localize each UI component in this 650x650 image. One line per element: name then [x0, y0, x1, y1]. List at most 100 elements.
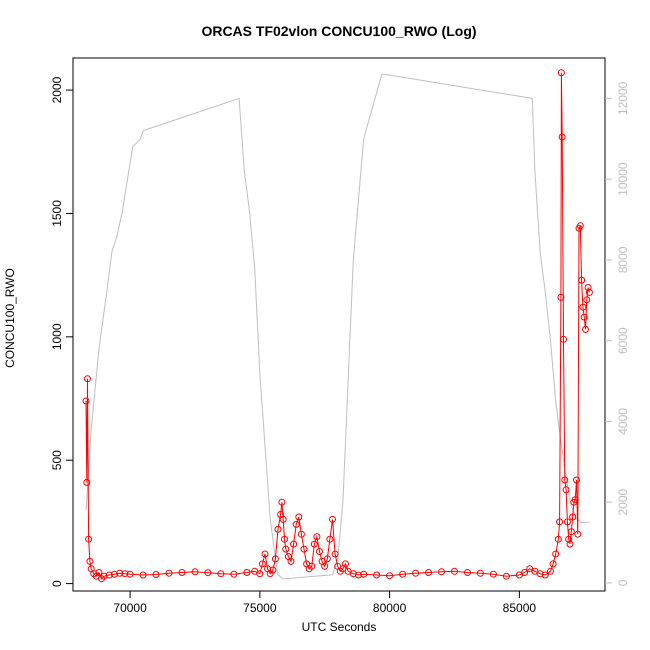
- concentration-point: [217, 570, 225, 578]
- concentration-point: [342, 560, 349, 568]
- y-right-tick-label: 0: [616, 579, 630, 586]
- concentration-point: [571, 496, 579, 504]
- concentration-point: [566, 540, 574, 548]
- concentration-point: [116, 569, 124, 577]
- concentration-point: [560, 335, 567, 343]
- y-right-tick-label: 4000: [616, 408, 630, 435]
- y-left-tick-label: 0: [50, 580, 64, 587]
- concentration-point: [126, 570, 134, 578]
- concentration-point: [323, 555, 331, 563]
- concentration-point: [121, 570, 129, 578]
- concentration-point: [279, 515, 287, 523]
- concentration-point: [565, 535, 573, 543]
- concentration-point: [585, 288, 593, 296]
- concentration-point: [85, 535, 93, 543]
- concentration-point: [243, 569, 251, 576]
- concentration-point: [569, 513, 577, 521]
- concentration-point: [282, 545, 290, 553]
- concentration-point: [556, 518, 564, 526]
- concentration-point: [580, 313, 588, 321]
- concentration-point: [582, 325, 589, 333]
- altitude-line: [85, 73, 590, 580]
- concentration-point: [557, 293, 565, 301]
- concentration-point: [326, 535, 334, 543]
- concentration-point: [258, 560, 266, 568]
- x-axis-label: UTC Seconds: [302, 620, 377, 634]
- concentration-point: [386, 572, 394, 580]
- concentration-series: [82, 69, 593, 583]
- concentration-point: [86, 557, 94, 565]
- axes: 70000 75000 80000 85000 0 500 1000 1500 2000 0 200…: [50, 76, 630, 615]
- concentration-point: [316, 548, 323, 555]
- concentration-point: [329, 515, 336, 523]
- concentration-point: [562, 486, 570, 494]
- concentration-point: [561, 476, 569, 484]
- concentration-point: [297, 530, 305, 538]
- concentration-point: [349, 570, 357, 578]
- concentration-point: [399, 570, 407, 578]
- concentration-point: [178, 569, 186, 576]
- y-right-tick-label: 12000: [616, 81, 630, 115]
- y-right-tick-label: 10000: [616, 162, 630, 196]
- concentration-point: [292, 520, 300, 528]
- concentration-point: [554, 535, 562, 543]
- y-left-tick-label: 500: [50, 450, 64, 470]
- concentration-point: [261, 550, 269, 558]
- concentration-point: [583, 296, 591, 304]
- concentration-point: [308, 562, 316, 570]
- concentration-point: [281, 535, 288, 543]
- concentration-point: [541, 571, 549, 579]
- concentration-point: [152, 571, 160, 578]
- concentration-point: [295, 513, 303, 521]
- concentration-point: [165, 569, 173, 577]
- concentration-point: [567, 528, 575, 536]
- concentration-line: [85, 72, 590, 580]
- concentration-point: [269, 566, 277, 574]
- concentration-point: [331, 550, 339, 558]
- concentration-point: [313, 533, 321, 541]
- concentration-point: [310, 540, 318, 548]
- concentration-point: [558, 133, 566, 141]
- concentration-point: [321, 562, 329, 570]
- concentration-point: [547, 567, 554, 575]
- concentration-point: [83, 478, 91, 486]
- concentration-point: [287, 557, 295, 565]
- plot-frame: [72, 57, 606, 592]
- concentration-point: [111, 570, 118, 578]
- concentration-point: [300, 545, 308, 553]
- concentration-point: [576, 222, 584, 230]
- x-tick-label: 75000: [243, 601, 277, 615]
- x-tick-label: 80000: [373, 601, 407, 615]
- concentration-point: [552, 550, 560, 558]
- concentration-point: [274, 525, 282, 533]
- concentration-point: [536, 570, 544, 578]
- concentration-point: [464, 569, 471, 576]
- concentration-point: [373, 571, 381, 579]
- concentration-point: [573, 476, 580, 484]
- chart-title: ORCAS TF02vlon CONCU100_RWO (Log): [201, 23, 476, 39]
- concentration-point: [578, 276, 586, 284]
- concentration-point: [360, 570, 368, 578]
- concentration-point: [139, 571, 147, 579]
- concentration-point: [105, 571, 113, 579]
- concentration-point: [230, 570, 238, 578]
- concentration-point: [191, 568, 199, 576]
- concentration-point: [438, 568, 445, 576]
- concentration-point: [557, 69, 565, 77]
- concentration-point: [278, 498, 286, 506]
- y-right-tick-label: 2000: [616, 488, 630, 515]
- concentration-point: [204, 569, 212, 577]
- concentration-point: [271, 555, 279, 563]
- concentration-point: [584, 284, 592, 291]
- concentration-point: [549, 560, 557, 568]
- concentration-point: [579, 303, 587, 311]
- concentration-point: [82, 397, 90, 405]
- y-left-tick-label: 2000: [50, 76, 64, 103]
- y-right-tick-label: 6000: [616, 327, 630, 354]
- altitude-series: [85, 73, 590, 580]
- y-right-tick-label: 8000: [616, 246, 630, 273]
- concentration-point: [451, 567, 458, 575]
- concentration-point: [290, 540, 298, 548]
- y-axis-label: CONCU100_RWO: [3, 268, 17, 368]
